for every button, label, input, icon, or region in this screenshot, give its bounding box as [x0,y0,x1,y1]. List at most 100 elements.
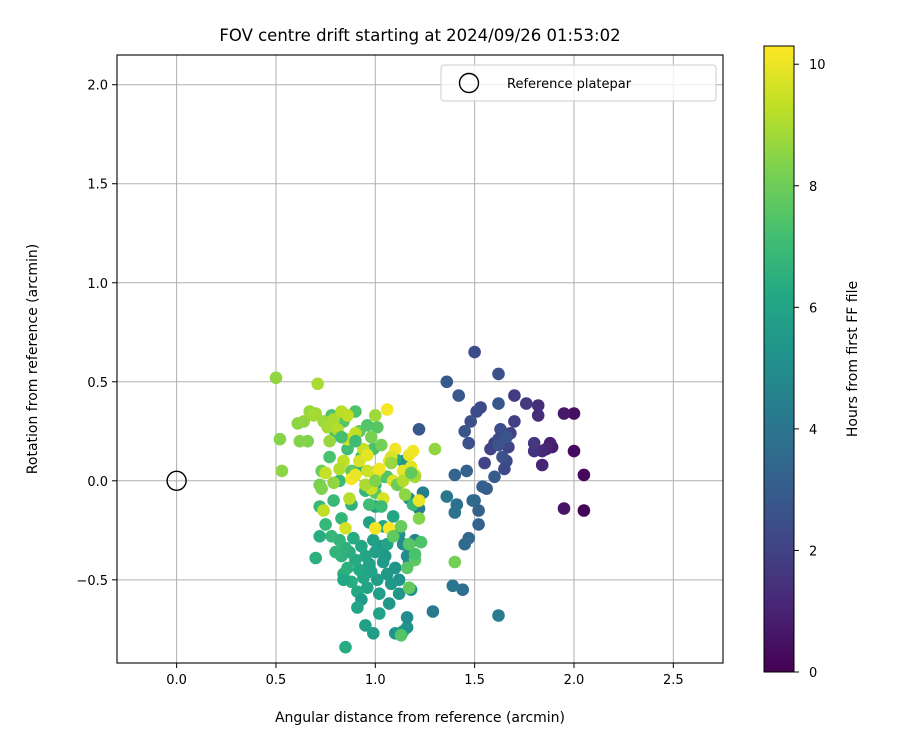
data-point [359,478,372,492]
data-point [412,494,426,507]
colorbar-ticks: 0 2 4 6 8 10 [794,58,826,681]
colorbar-tick-label: 8 [809,180,817,195]
data-point [325,530,338,543]
data-point [359,619,372,632]
data-point [339,640,352,654]
data-point [492,367,505,381]
data-point [557,407,571,420]
data-point [492,609,505,622]
data-point [329,545,342,559]
legend-label: Reference platepar [507,77,632,92]
data-point [492,397,505,410]
data-point [319,466,332,480]
data-point [448,468,462,482]
data-point [440,490,454,503]
data-point [472,518,485,531]
data-point [496,450,509,464]
x-tick-label: 2.0 [564,673,585,688]
data-point [382,597,396,610]
colorbar: 0 2 4 6 8 10 Hours from first FF file [763,45,861,681]
y-tick-label: −0.5 [76,574,108,589]
data-point [535,458,549,472]
data-point [327,494,340,507]
plot-frame [116,54,724,664]
colorbar-gradient [764,46,794,672]
data-point [557,502,571,515]
data-point [577,504,591,517]
y-axis-label: Rotation from reference (arcmin) [25,244,41,474]
data-point [369,545,382,559]
data-point [476,480,489,494]
data-point [293,434,307,448]
data-point [335,512,348,525]
data-point [577,468,591,482]
data-point [323,434,336,448]
data-point [386,530,400,543]
data-point [361,581,374,594]
data-point [365,430,378,444]
data-point [498,462,511,476]
data-point [317,504,330,517]
data-point [460,464,474,478]
data-point [269,371,283,385]
data-point [462,436,476,450]
data-point [428,442,442,456]
data-point [400,561,414,575]
data-point [343,492,356,505]
data-point [472,504,485,517]
colorbar-tick-label: 0 [809,666,817,681]
data-point [380,567,394,581]
data-point [527,436,541,450]
x-tick-label: 1.0 [365,673,386,688]
data-point [468,494,481,507]
data-point [369,409,382,422]
legend-box [440,64,717,102]
data-point [508,389,521,402]
data-point [508,415,521,428]
data-point [339,522,352,535]
data-point [531,399,545,412]
data-point [323,450,336,464]
data-point [297,415,311,428]
data-point [396,474,410,488]
y-tick-label: 0.0 [87,475,108,490]
data-point [398,488,412,502]
x-axis-label: Angular distance from reference (arcmin) [275,710,565,726]
data-point [315,482,328,496]
y-axis: −0.5 0.0 0.5 1.0 1.5 2.0 [76,79,117,589]
data-point [470,405,483,418]
data-point [488,470,501,484]
data-point [333,462,346,476]
x-tick-label: 0.0 [166,673,187,688]
data-point [408,547,422,561]
data-point [464,415,478,428]
data-point [361,448,374,462]
data-point [335,430,348,444]
data-point [394,520,408,533]
data-point [531,409,545,422]
reference-point-marker [166,470,187,491]
data-point [359,549,372,563]
colorbar-label: Hours from first FF file [845,281,861,437]
data-point [353,563,366,577]
data-point [327,476,340,490]
data-point [384,577,398,591]
data-point [500,430,513,444]
data-point [386,510,400,523]
data-point [412,423,426,436]
data-point [341,442,354,456]
data-point [275,464,289,478]
data-point [456,583,470,596]
data-point [313,530,327,543]
data-point [369,522,382,535]
chart-title: FOV centre drift starting at 2024/09/26 … [219,26,620,45]
data-point [373,607,386,620]
data-point [327,413,340,426]
data-point [567,444,581,458]
data-point [355,539,368,553]
data-point [448,555,462,569]
data-point [351,601,364,614]
data-point [371,421,384,434]
colorbar-tick-label: 2 [809,544,817,559]
colorbar-frame [763,45,795,673]
